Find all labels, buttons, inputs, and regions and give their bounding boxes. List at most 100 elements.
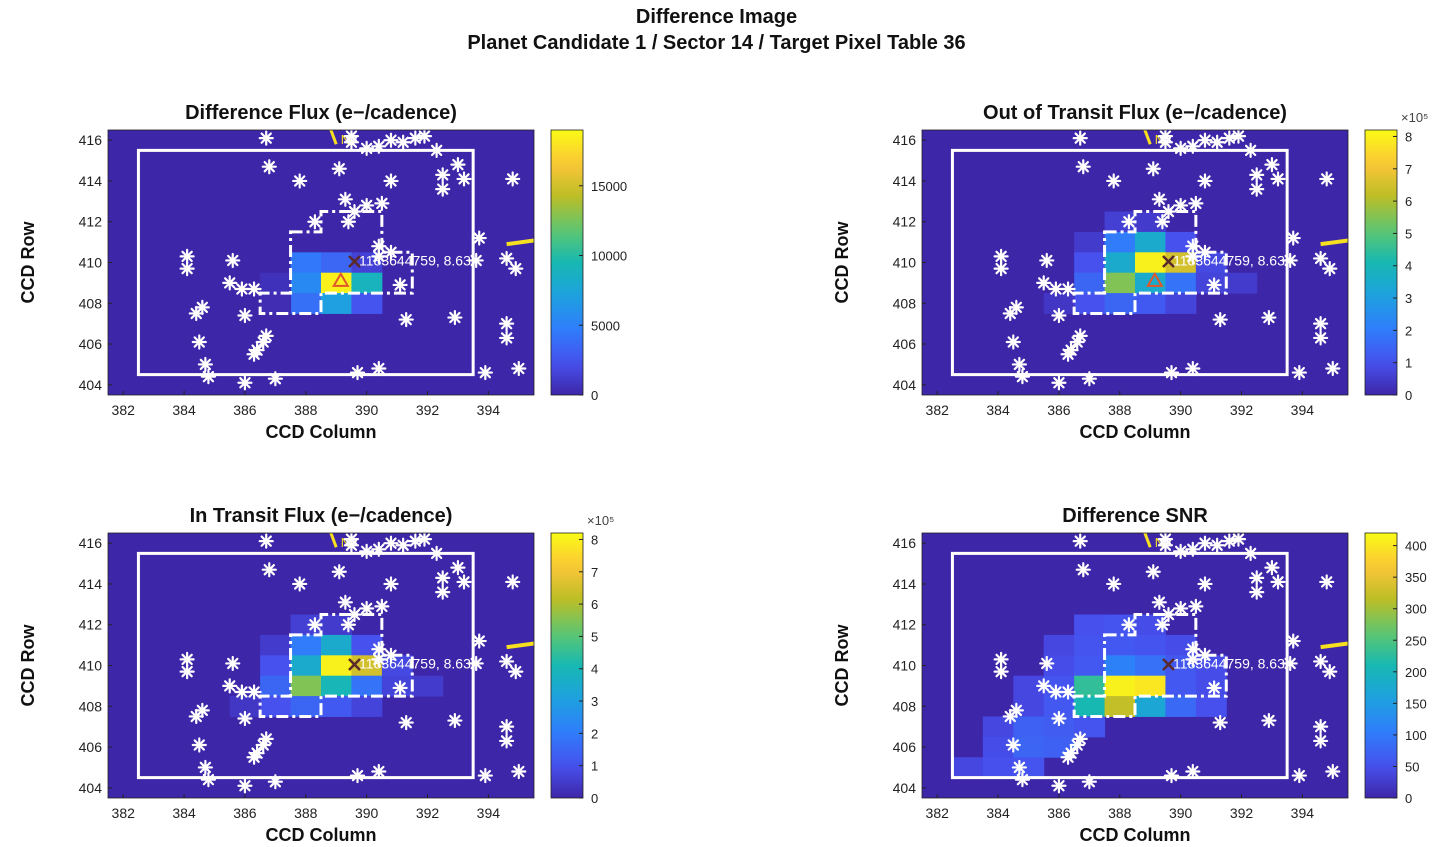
star-marker xyxy=(222,275,238,291)
star-marker xyxy=(407,130,423,146)
colorbar-tick-label: 0 xyxy=(1405,791,1412,806)
star-stroke xyxy=(1007,739,1019,751)
heatmap-pixel xyxy=(1104,675,1136,697)
star-stroke xyxy=(373,362,385,375)
star-stroke xyxy=(309,216,321,228)
heatmap-pixel xyxy=(1043,716,1075,738)
y-tick-label: 410 xyxy=(893,658,917,674)
star-stroke xyxy=(351,366,364,379)
star-stroke xyxy=(473,635,485,647)
star-stroke xyxy=(1123,619,1135,631)
star-marker xyxy=(392,680,408,696)
star-stroke xyxy=(385,134,397,146)
star-stroke xyxy=(1187,362,1199,375)
star-marker xyxy=(197,759,213,776)
heatmap-pixel xyxy=(1104,696,1136,717)
star-stroke xyxy=(199,358,212,371)
star-stroke xyxy=(1162,205,1175,218)
heatmap-pixel xyxy=(1074,655,1106,677)
star-stroke xyxy=(995,653,1007,666)
star-marker xyxy=(1145,564,1161,580)
y-tick-label: 408 xyxy=(79,295,103,311)
star-stroke xyxy=(1065,344,1077,356)
star-stroke xyxy=(430,547,443,560)
heatmap-pixel xyxy=(290,675,322,697)
star-stroke xyxy=(309,619,321,631)
star-stroke xyxy=(1244,547,1257,560)
star-stroke xyxy=(236,686,248,698)
star-marker xyxy=(456,171,472,187)
star-marker xyxy=(398,714,414,731)
panel-title: Out of Transit Flux (e−/cadence) xyxy=(983,102,1287,124)
star-stroke xyxy=(1153,596,1166,609)
colorbar-tick-label: 8 xyxy=(591,532,598,547)
star-stroke xyxy=(227,254,239,267)
star-marker xyxy=(1185,763,1201,780)
target-x-marker xyxy=(1162,255,1175,268)
heatmap-pixel xyxy=(1104,252,1136,274)
heatmap-pixel xyxy=(260,655,292,677)
star-stroke xyxy=(418,533,431,545)
heatmap-pixel xyxy=(1074,614,1106,636)
star-marker xyxy=(1221,130,1237,146)
star-marker xyxy=(1005,737,1021,753)
target-x-marker xyxy=(348,255,361,268)
star-stroke xyxy=(1108,578,1120,590)
star-marker xyxy=(499,719,515,735)
star-stroke xyxy=(1266,158,1278,171)
star-marker xyxy=(307,617,323,633)
star-marker xyxy=(359,197,375,214)
star-marker xyxy=(374,598,390,614)
y-tick-label: 412 xyxy=(79,617,103,633)
x-tick-label: 388 xyxy=(294,805,318,821)
star-stroke xyxy=(418,130,431,142)
star-stroke xyxy=(1244,144,1257,157)
heatmap-pixel xyxy=(1135,634,1166,656)
star-stroke xyxy=(1159,136,1172,148)
star-stroke xyxy=(1077,160,1089,173)
star-marker xyxy=(499,250,515,267)
star-stroke xyxy=(224,277,236,289)
heatmap-pixel xyxy=(1135,293,1166,314)
star-marker xyxy=(1173,600,1189,617)
star-stroke xyxy=(1208,279,1220,291)
x-tick-label: 388 xyxy=(1108,805,1132,821)
star-marker xyxy=(179,248,195,264)
star-marker xyxy=(1154,617,1170,633)
star-marker xyxy=(1249,167,1265,183)
star-stroke xyxy=(1147,163,1159,175)
colorbar-tick-label: 5 xyxy=(1405,226,1412,241)
star-stroke xyxy=(260,132,272,144)
heatmap-pixel xyxy=(351,634,383,656)
star-stroke xyxy=(1211,539,1223,551)
star-stroke xyxy=(1321,173,1333,185)
star-stroke xyxy=(260,733,272,745)
star-marker xyxy=(1157,134,1174,150)
star-marker xyxy=(1243,545,1259,561)
star-stroke xyxy=(400,716,412,729)
heatmap-pixel xyxy=(1043,293,1075,314)
star-marker xyxy=(1005,334,1021,350)
star-stroke xyxy=(437,169,449,181)
star-marker xyxy=(194,702,210,718)
heatmap-pixel xyxy=(290,252,322,274)
star-marker xyxy=(993,248,1009,264)
y-axis-label: CCD Row xyxy=(18,221,38,304)
star-stroke xyxy=(507,576,519,588)
star-marker xyxy=(1197,173,1213,189)
optimal-aperture xyxy=(258,210,414,315)
star-stroke xyxy=(1041,254,1053,267)
x-tick-label: 394 xyxy=(477,402,501,418)
heatmap-pixel xyxy=(1135,696,1166,717)
star-marker xyxy=(1185,541,1201,557)
star-marker xyxy=(993,651,1009,667)
star-stroke xyxy=(397,136,409,148)
heatmap-pixel xyxy=(1165,634,1197,656)
star-stroke xyxy=(1293,769,1306,782)
centroid-triangle xyxy=(332,271,350,287)
star-marker xyxy=(1011,356,1027,373)
star-stroke xyxy=(199,761,212,774)
star-marker xyxy=(1160,606,1177,623)
star-stroke xyxy=(196,301,209,314)
heatmap-pixel xyxy=(290,293,322,314)
